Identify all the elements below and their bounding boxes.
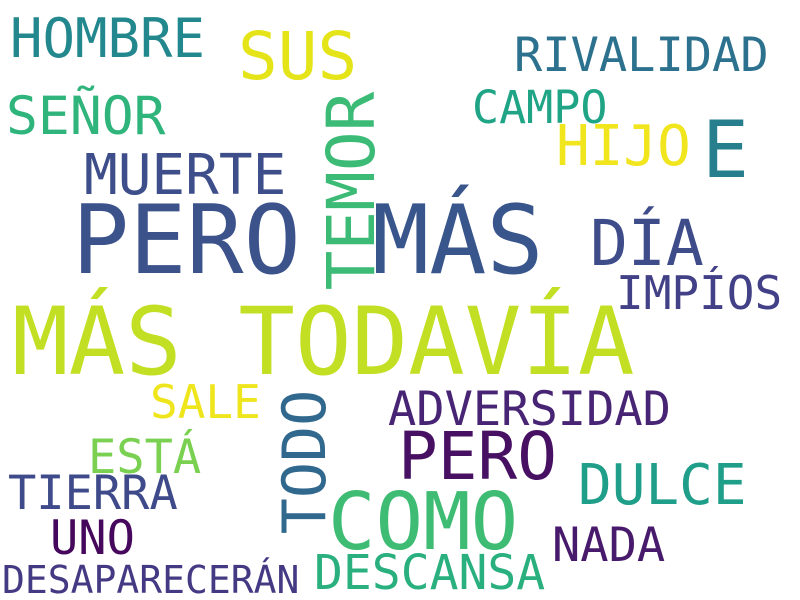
word-adversidad: ADVERSIDAD bbox=[388, 382, 671, 437]
word-nada: NADA bbox=[552, 518, 666, 573]
word-sus: SUS bbox=[238, 18, 358, 95]
word-como: COMO bbox=[328, 476, 519, 568]
word-pero-large: PERO bbox=[72, 186, 301, 296]
word-e: E bbox=[702, 106, 749, 196]
word-campo: CAMPO bbox=[472, 81, 608, 134]
word-desapareceran: DESAPARECERÁN bbox=[2, 558, 300, 600]
word-uno: UNO bbox=[50, 511, 135, 566]
word-rivalidad: RIVALIDAD bbox=[514, 28, 769, 83]
word-descansa: DESCANSA bbox=[314, 545, 546, 600]
word-dulce: DULCE bbox=[578, 453, 747, 518]
word-todo: TODO bbox=[270, 389, 340, 535]
word-hombre: HOMBRE bbox=[10, 7, 206, 70]
word-impios: IMPÍOS bbox=[616, 266, 783, 320]
word-pero-small: PERO bbox=[398, 418, 557, 495]
word-muerte: MUERTE bbox=[84, 143, 287, 208]
word-esta: ESTÁ bbox=[88, 430, 202, 485]
word-senor: SEÑOR bbox=[6, 86, 166, 147]
word-sale: SALE bbox=[150, 375, 261, 429]
word-dia: DÍA bbox=[590, 207, 704, 280]
word-mas-todavia: MÁS TODAVÍA bbox=[12, 288, 635, 397]
word-mas: MÁS bbox=[372, 186, 544, 296]
word-hijo: HIJO bbox=[556, 114, 691, 179]
word-tierra: TIERRA bbox=[8, 466, 178, 521]
